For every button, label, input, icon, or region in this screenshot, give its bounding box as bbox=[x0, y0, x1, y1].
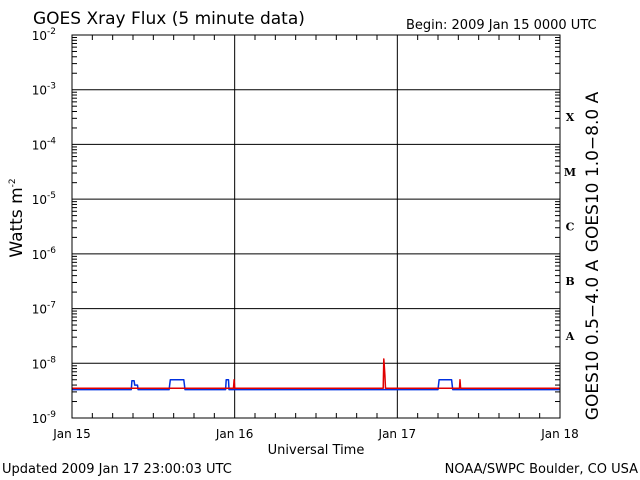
flare-class-label: B bbox=[565, 275, 574, 288]
y-tick-exp: -2 bbox=[47, 27, 56, 37]
y-tick-label: 10-9 bbox=[32, 410, 57, 426]
y-tick-exp: -6 bbox=[47, 246, 56, 256]
flare-class-label: M bbox=[564, 166, 576, 179]
x-tick-label: Jan 18 bbox=[540, 427, 579, 441]
source-credit: NOAA/SWPC Boulder, CO USA bbox=[445, 462, 638, 477]
flare-class-labels: A B C M X bbox=[564, 111, 576, 343]
y-axis-label: Watts m-2 bbox=[7, 178, 27, 257]
grid-lines bbox=[72, 35, 560, 418]
flare-class-label: C bbox=[566, 221, 575, 234]
y-axis-label-base: Watts m bbox=[7, 187, 27, 257]
x-axis-label: Universal Time bbox=[268, 443, 365, 458]
y-tick-labels: 10-910-810-710-610-510-410-310-2 bbox=[32, 27, 57, 426]
y-tick-base: 10 bbox=[32, 84, 47, 98]
y-axis-label-exp: -2 bbox=[8, 178, 18, 187]
y-tick-exp: -8 bbox=[47, 355, 56, 365]
y-tick-base: 10 bbox=[32, 412, 47, 426]
series-lines bbox=[72, 358, 560, 391]
y-tick-label: 10-4 bbox=[32, 136, 57, 152]
y-tick-exp: -7 bbox=[47, 301, 56, 311]
x-tick-label: Jan 15 bbox=[52, 427, 91, 441]
plot-frame bbox=[71, 34, 561, 419]
legend-series-2: GOES10 0.5−4.0 A bbox=[583, 259, 603, 420]
flare-class-label: A bbox=[565, 330, 575, 343]
y-tick-base: 10 bbox=[32, 29, 47, 43]
y-tick-exp: -9 bbox=[47, 410, 56, 420]
x-tick-label: Jan 16 bbox=[215, 427, 254, 441]
y-tick-base: 10 bbox=[32, 303, 47, 317]
begin-date: Begin: 2009 Jan 15 0000 UTC bbox=[406, 18, 597, 33]
x-tick-label: Jan 17 bbox=[378, 427, 417, 441]
y-tick-label: 10-2 bbox=[32, 27, 56, 43]
y-tick-base: 10 bbox=[32, 357, 47, 371]
updated-timestamp: Updated 2009 Jan 17 23:00:03 UTC bbox=[2, 462, 232, 477]
y-tick-exp: -5 bbox=[47, 191, 56, 201]
y-tick-exp: -3 bbox=[47, 82, 56, 92]
flare-class-label: X bbox=[566, 111, 575, 124]
y-tick-base: 10 bbox=[32, 248, 47, 262]
x-tick-labels: Jan 15 Jan 16 Jan 17 Jan 18 bbox=[52, 427, 579, 441]
y-tick-base: 10 bbox=[32, 193, 47, 207]
y-tick-label: 10-5 bbox=[32, 191, 56, 207]
series-line-1 bbox=[72, 358, 560, 389]
series-line-2 bbox=[72, 379, 560, 391]
y-tick-label: 10-3 bbox=[32, 82, 56, 98]
y-tick-label: 10-7 bbox=[32, 301, 56, 317]
y-tick-label: 10-8 bbox=[32, 355, 57, 371]
y-tick-base: 10 bbox=[32, 138, 47, 152]
y-tick-label: 10-6 bbox=[32, 246, 57, 262]
legend-series-1: GOES10 1.0−8.0 A bbox=[583, 91, 603, 252]
chart-title: GOES Xray Flux (5 minute data) bbox=[33, 9, 305, 29]
minor-ticks bbox=[72, 35, 560, 418]
y-tick-exp: -4 bbox=[47, 136, 56, 146]
